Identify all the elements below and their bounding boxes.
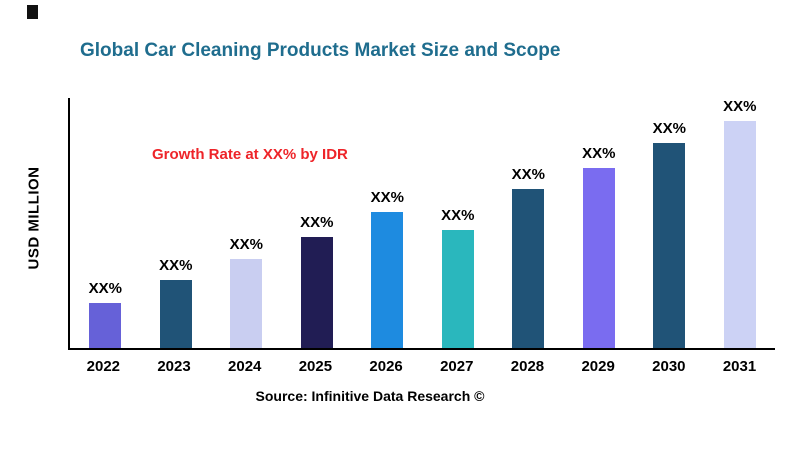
bar — [89, 302, 122, 348]
bar-column: XX% — [282, 98, 353, 348]
bar-value-label: XX% — [582, 145, 616, 163]
x-tick-label: 2028 — [510, 358, 545, 375]
bar — [723, 121, 756, 348]
corner-mark — [27, 5, 38, 19]
bar — [159, 279, 192, 348]
bar-value-label: XX% — [159, 256, 193, 274]
bar-column: XX% — [423, 98, 494, 348]
bar-column: XX% — [352, 98, 423, 348]
growth-rate-annotation: Growth Rate at XX% by IDR — [152, 146, 348, 163]
x-tick-label: 2029 — [581, 358, 615, 375]
bar-group: XX% XX% XX% XX% XX% XX% XX% XX% XX% XX% — [70, 98, 775, 348]
bar-value-label: XX% — [229, 236, 263, 254]
x-tick-label: 2023 — [157, 358, 191, 375]
bar-column: XX% — [493, 98, 564, 348]
x-tick-label: 2026 — [369, 358, 403, 375]
bar — [582, 168, 615, 348]
bar-value-label: XX% — [723, 98, 757, 115]
bar — [441, 229, 474, 348]
x-tick-label: 2024 — [228, 358, 262, 375]
bar-value-label: XX% — [88, 279, 122, 297]
x-tick-label: 2022 — [86, 358, 121, 375]
bar-value-label: XX% — [652, 120, 686, 138]
source-note: Source: Infinitive Data Research © — [255, 388, 485, 404]
x-axis-tick-labels: 2022 2023 2024 2025 2026 2027 2028 2029 2030 2031 — [68, 358, 775, 375]
bar — [512, 188, 545, 348]
bar-value-label: XX% — [511, 165, 545, 183]
plot-area: XX% XX% XX% XX% XX% XX% XX% XX% XX% XX% — [68, 98, 775, 350]
x-tick-label: 2025 — [298, 358, 333, 375]
bar-column: XX% — [634, 98, 705, 348]
bar — [371, 211, 404, 348]
y-axis-label: USD MILLION — [25, 166, 43, 270]
chart-title: Global Car Cleaning Products Market Size… — [80, 40, 561, 61]
bar-column: XX% — [141, 98, 212, 348]
bar-column: XX% — [70, 98, 141, 348]
x-tick-label: 2027 — [440, 358, 474, 375]
bar — [230, 259, 263, 348]
bar-value-label: XX% — [300, 213, 334, 231]
bar — [653, 143, 686, 348]
bar — [300, 236, 333, 348]
bar-column: XX% — [705, 98, 776, 348]
bar-column: XX% — [211, 98, 282, 348]
bar-value-label: XX% — [370, 188, 404, 206]
x-tick-label: 2031 — [722, 358, 757, 375]
bar-value-label: XX% — [441, 206, 475, 224]
x-tick-label: 2030 — [652, 358, 686, 375]
bar-column: XX% — [564, 98, 635, 348]
